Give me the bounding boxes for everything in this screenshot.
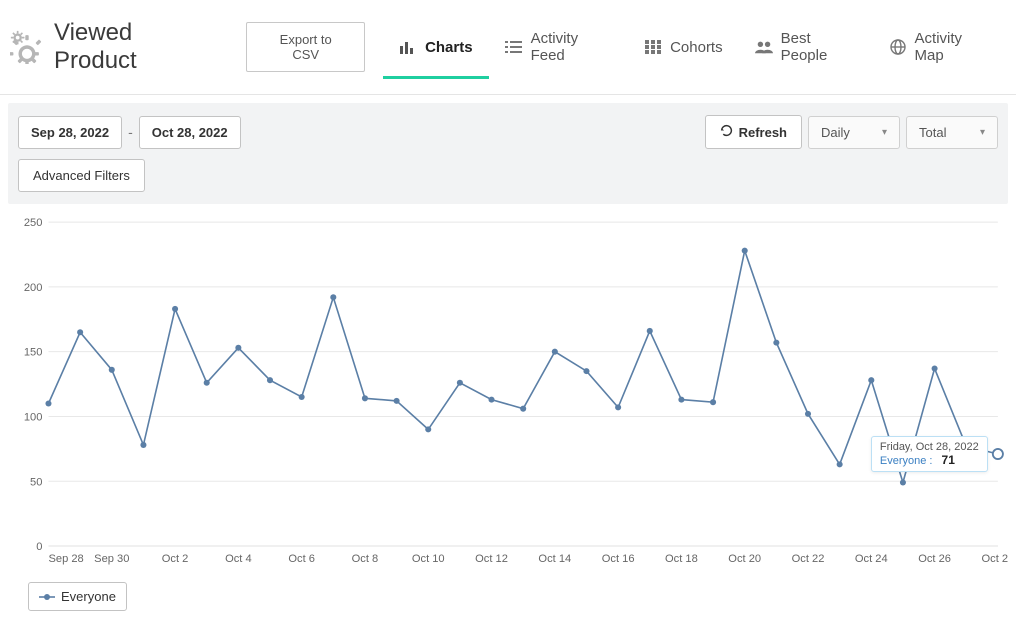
header-bar: Viewed Product Export to CSV Charts Acti… xyxy=(0,0,1016,95)
svg-text:Oct 12: Oct 12 xyxy=(475,553,508,565)
tooltip-value: 71 xyxy=(942,453,955,467)
svg-text:Oct 18: Oct 18 xyxy=(665,553,698,565)
date-end-button[interactable]: Oct 28, 2022 xyxy=(139,116,241,149)
date-start-button[interactable]: Sep 28, 2022 xyxy=(18,116,122,149)
svg-text:Sep 30: Sep 30 xyxy=(94,553,129,565)
tab-cohorts[interactable]: Cohorts xyxy=(628,17,739,78)
svg-text:200: 200 xyxy=(24,282,43,294)
advanced-filters-button[interactable]: Advanced Filters xyxy=(18,159,145,192)
svg-text:Oct 28: Oct 28 xyxy=(981,553,1008,565)
chevron-down-icon: ▾ xyxy=(882,127,887,138)
svg-text:Oct 22: Oct 22 xyxy=(792,553,825,565)
svg-text:Oct 4: Oct 4 xyxy=(225,553,252,565)
svg-text:250: 250 xyxy=(24,217,43,229)
tab-activity-feed[interactable]: Activity Feed xyxy=(489,8,629,86)
tab-best-people[interactable]: Best People xyxy=(739,8,874,86)
right-controls: Refresh Daily ▾ Total ▾ xyxy=(705,115,998,149)
toolbar-row-1: Sep 28, 2022 - Oct 28, 2022 Refresh Dail… xyxy=(18,115,998,149)
date-separator: - xyxy=(128,124,133,140)
globe-icon xyxy=(889,39,906,55)
svg-text:Oct 8: Oct 8 xyxy=(352,553,379,565)
tooltip-date: Friday, Oct 28, 2022 xyxy=(880,441,979,453)
tab-activity-map[interactable]: Activity Map xyxy=(873,8,1008,86)
chevron-down-icon: ▾ xyxy=(980,127,985,138)
svg-text:Oct 2: Oct 2 xyxy=(162,553,189,565)
tab-label: Activity Map xyxy=(915,30,992,64)
legend-marker-icon xyxy=(39,592,55,602)
nav-tabs: Charts Activity Feed Cohorts Best People… xyxy=(383,8,1008,86)
date-range: Sep 28, 2022 - Oct 28, 2022 xyxy=(18,116,241,149)
toolbar: Sep 28, 2022 - Oct 28, 2022 Refresh Dail… xyxy=(8,103,1008,204)
tab-label: Charts xyxy=(425,39,473,56)
tab-label: Best People xyxy=(781,30,858,64)
line-chart: 0 50 100 150 200 250 Sep 28 Sep 30 Oct 2 Oct 4 Oct… xyxy=(8,212,1008,576)
page-title: Viewed Product xyxy=(54,19,218,75)
svg-text:Oct 26: Oct 26 xyxy=(918,553,951,565)
svg-text:Oct 20: Oct 20 xyxy=(728,553,761,565)
chart-area: 0 50 100 150 200 250 Sep 28 Sep 30 Oct 2 Oct 4 Oct… xyxy=(8,212,1008,611)
list-icon xyxy=(505,39,523,55)
svg-text:100: 100 xyxy=(24,411,43,423)
chart-legend[interactable]: Everyone xyxy=(28,582,127,611)
select-value: Daily xyxy=(821,125,850,140)
aggregation-select[interactable]: Total ▾ xyxy=(906,116,998,149)
tab-label: Cohorts xyxy=(670,39,723,56)
svg-text:50: 50 xyxy=(30,476,42,488)
tab-charts[interactable]: Charts xyxy=(383,17,489,78)
tab-label: Activity Feed xyxy=(531,30,613,64)
svg-text:Oct 6: Oct 6 xyxy=(288,553,315,565)
tooltip-series: Everyone : xyxy=(880,455,933,467)
refresh-label: Refresh xyxy=(739,125,787,140)
export-csv-button[interactable]: Export to CSV xyxy=(246,22,365,72)
gear-icon xyxy=(10,30,44,64)
refresh-button[interactable]: Refresh xyxy=(705,115,802,149)
svg-text:Oct 24: Oct 24 xyxy=(855,553,888,565)
select-value: Total xyxy=(919,125,946,140)
svg-text:Oct 14: Oct 14 xyxy=(538,553,571,565)
granularity-select[interactable]: Daily ▾ xyxy=(808,116,900,149)
svg-text:0: 0 xyxy=(36,541,42,553)
svg-text:Oct 16: Oct 16 xyxy=(602,553,635,565)
bar-chart-icon xyxy=(399,39,417,55)
legend-label: Everyone xyxy=(61,589,116,604)
svg-text:Oct 10: Oct 10 xyxy=(412,553,445,565)
svg-text:150: 150 xyxy=(24,347,43,359)
refresh-icon xyxy=(720,124,733,140)
chart-tooltip: Friday, Oct 28, 2022 Everyone : 71 xyxy=(871,436,988,472)
svg-text:Sep 28: Sep 28 xyxy=(48,553,83,565)
grid-icon xyxy=(644,39,662,55)
people-icon xyxy=(755,39,773,55)
